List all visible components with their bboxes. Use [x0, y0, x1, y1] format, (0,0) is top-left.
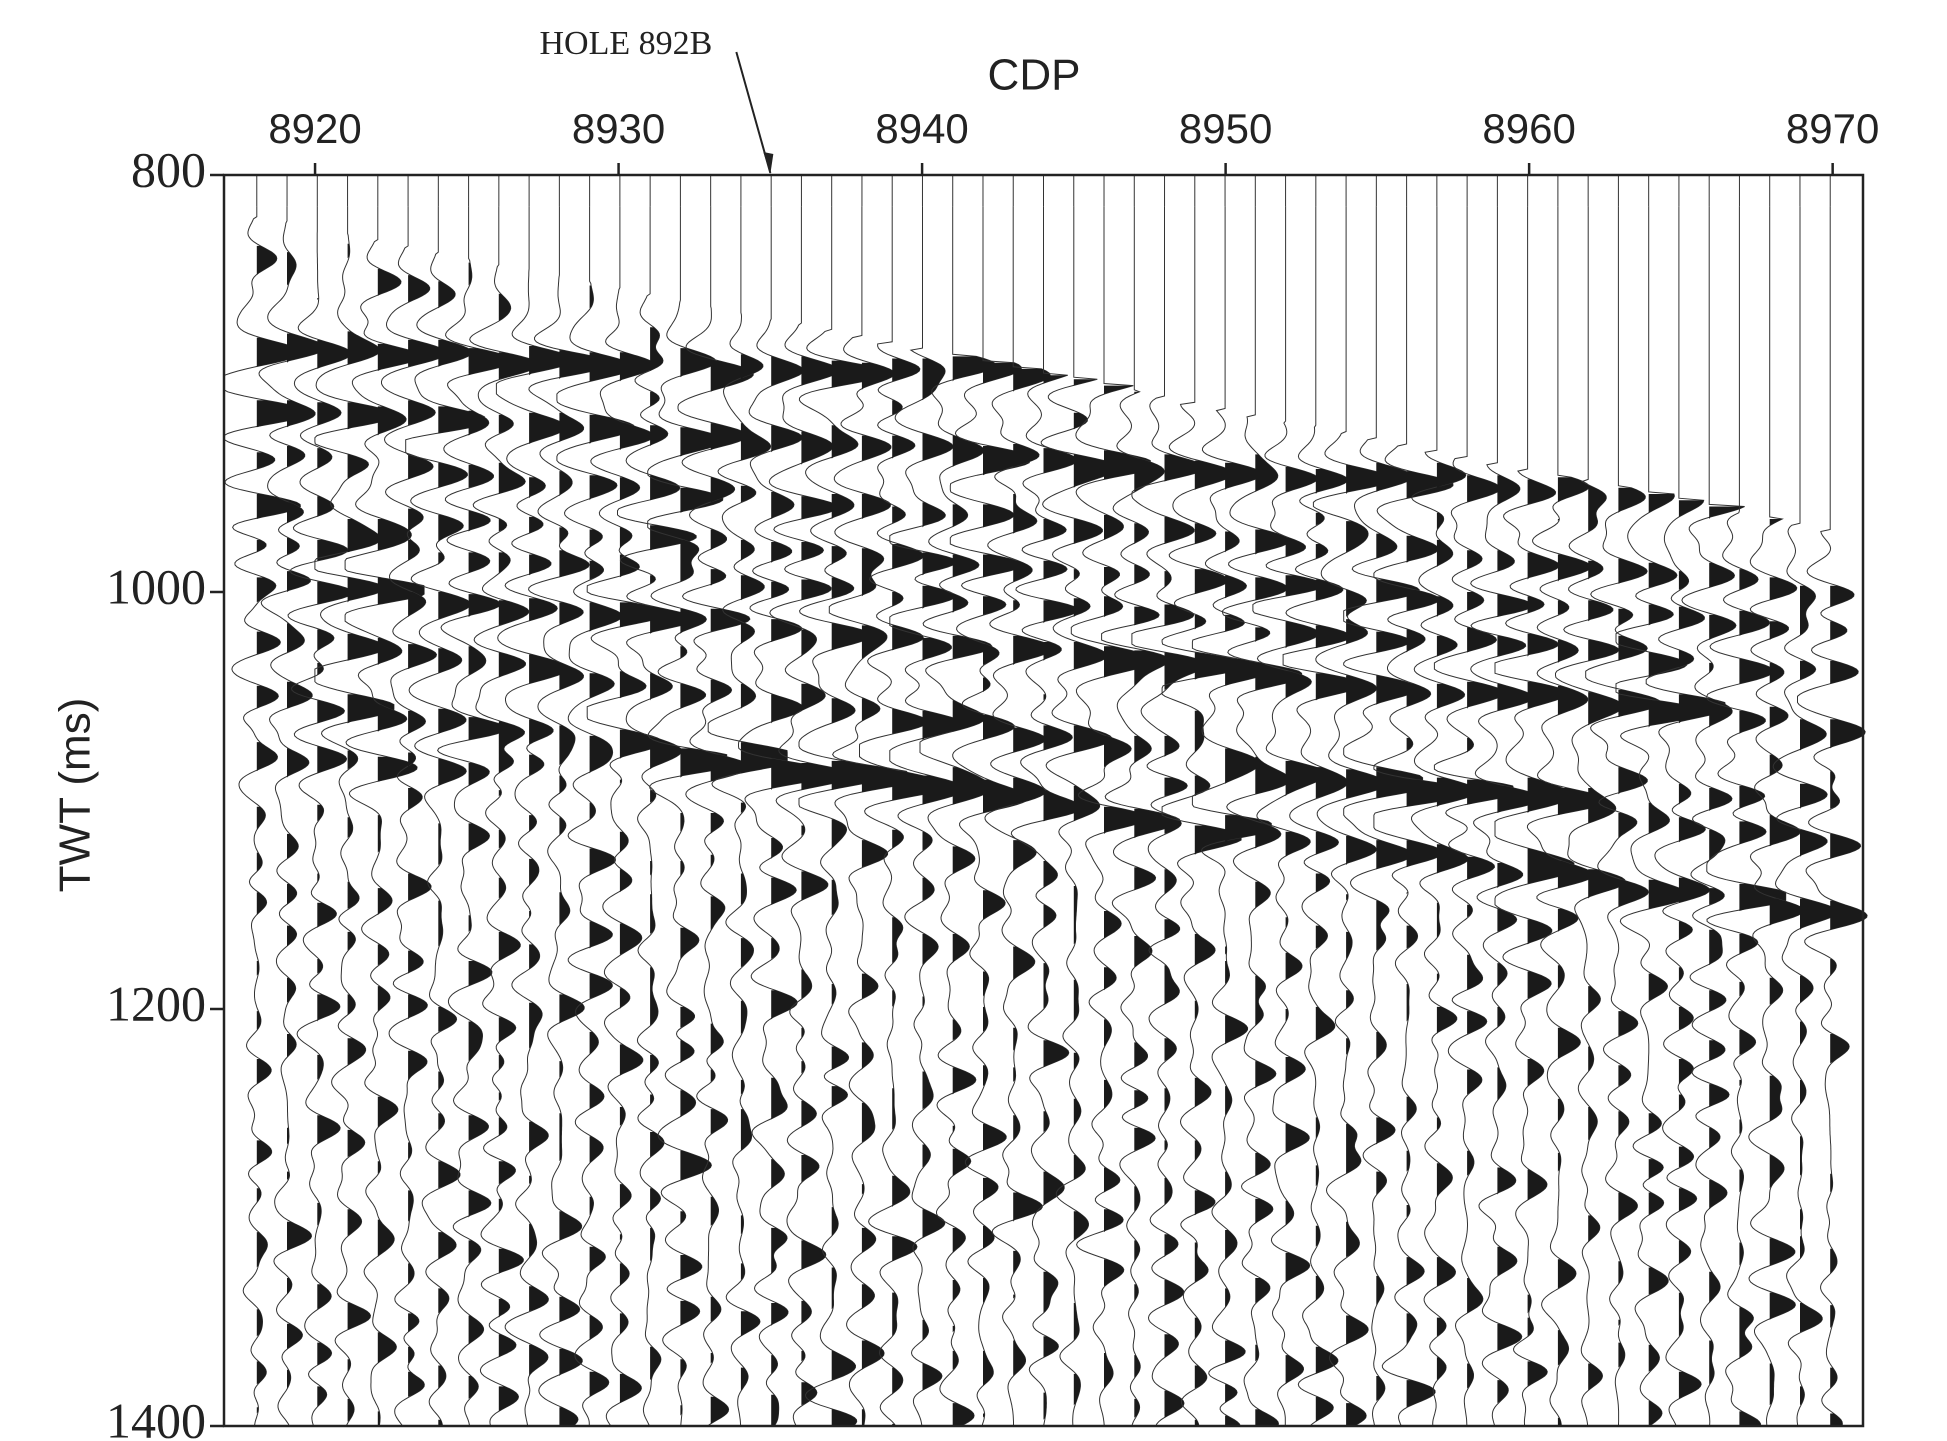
y-tick-label: 800 — [131, 141, 206, 197]
trace-fill — [650, 327, 696, 1380]
trace-wiggle — [1471, 206, 1542, 1426]
y-tick-label: 1200 — [106, 975, 206, 1031]
trace-fill — [1528, 479, 1574, 1386]
trace-wiggle — [1495, 206, 1574, 1426]
x-tick-label: 8930 — [572, 105, 665, 152]
trace-wiggle — [1798, 206, 1868, 1426]
trace-wiggle — [1434, 206, 1513, 1426]
x-tick-label: 8960 — [1482, 105, 1575, 152]
annotation-label: HOLE 892B — [540, 25, 713, 62]
trace-wiggle — [529, 206, 606, 1426]
trace-fill — [287, 252, 326, 1426]
trace-fill — [620, 352, 666, 1403]
trace-wiggle — [1374, 206, 1453, 1426]
trace-wiggle — [985, 206, 1053, 1426]
x-tick-label: 8950 — [1179, 105, 1272, 152]
trace-wiggle — [618, 206, 697, 1426]
y-tick-label: 1000 — [106, 558, 206, 614]
trace-fill — [1346, 465, 1392, 1426]
trace-fill — [317, 298, 352, 1407]
trace-fill — [1286, 467, 1327, 1384]
x-axis-label: CDP — [988, 51, 1081, 100]
trace-fill — [378, 269, 424, 1426]
trace-fill — [1830, 586, 1867, 1426]
trace-fill — [1558, 477, 1604, 1426]
y-axis-label: TWT (ms) — [51, 698, 100, 893]
y-tick-label: 1400 — [106, 1392, 206, 1441]
trace-wiggle — [557, 206, 635, 1426]
x-tick-label: 8940 — [875, 105, 968, 152]
seismic-traces — [224, 175, 1867, 1426]
page: {"chart_data": {"type": "seismic", "x_la… — [0, 0, 1947, 1441]
trace-fill — [1255, 454, 1301, 1426]
trace-fill — [1316, 469, 1361, 1422]
x-tick-label: 8970 — [1786, 105, 1879, 152]
trace-wiggle — [587, 206, 666, 1426]
x-tick-label: 8920 — [268, 105, 361, 152]
trace-fill — [469, 263, 515, 1399]
annotation-arrowhead — [763, 152, 773, 174]
chart: CDP TWT (ms) 8920 8930 8940 8950 8960 8970 800… — [0, 0, 1947, 1441]
